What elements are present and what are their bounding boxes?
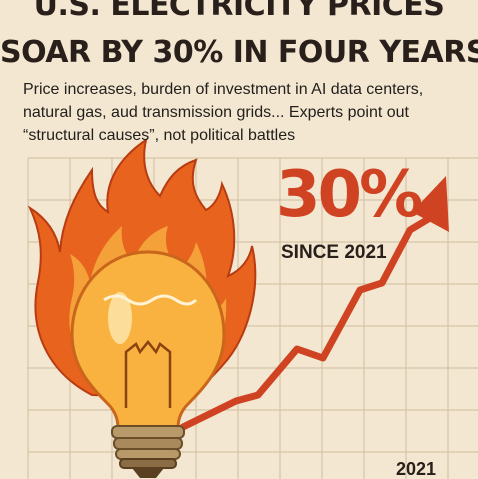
- headline-line-2: SOAR BY 30% IN FOUR YEARS: [0, 35, 478, 70]
- light-bulb-icon: [70, 250, 226, 478]
- subtitle-line-1: Price increases, burden of investment in…: [23, 81, 424, 98]
- subtitle-line-3: “structural causes”, not political battl…: [23, 127, 296, 144]
- since-year-label: SINCE 2021: [281, 242, 387, 263]
- percent-increase-value: 30%: [276, 158, 423, 232]
- rising-trend-arrow-icon: [179, 176, 449, 431]
- subtitle-line-2: natural gas, aud transmission grids... E…: [23, 104, 409, 121]
- headline-line-1: U.S. ELECTRICITY PRICES: [33, 0, 445, 23]
- axis-year-label: 2021: [396, 459, 437, 479]
